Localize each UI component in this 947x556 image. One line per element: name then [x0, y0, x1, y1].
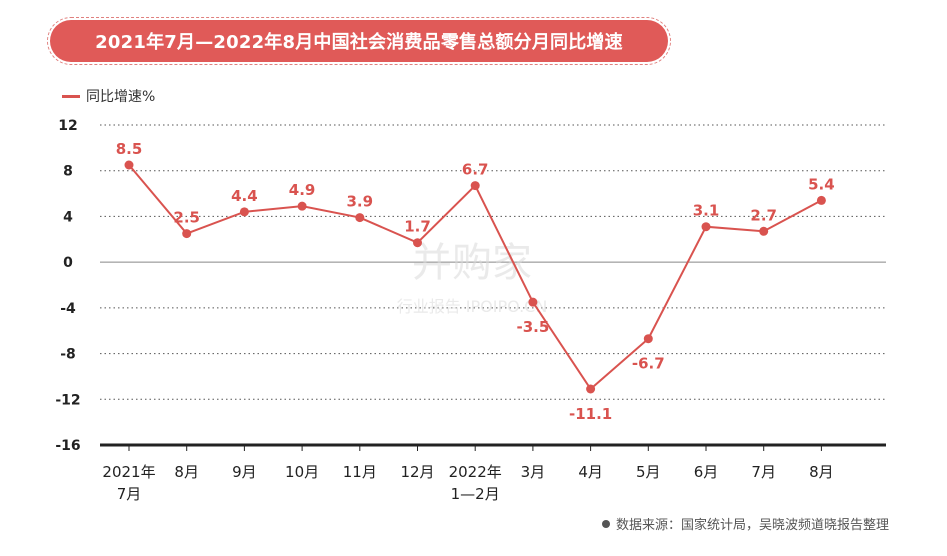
x-tick-label: 7月 — [751, 463, 776, 481]
data-point — [586, 384, 596, 394]
x-tick-label: 12月 — [400, 463, 434, 481]
data-label: 3.9 — [347, 193, 374, 211]
data-label: 8.5 — [116, 140, 143, 158]
y-tick-label: 8 — [63, 164, 73, 180]
data-point — [182, 229, 192, 239]
y-tick-label: 12 — [58, 118, 77, 134]
data-point — [413, 238, 422, 248]
data-label: -3.5 — [516, 318, 549, 336]
y-tick-label: -16 — [55, 438, 80, 454]
data-label: 6.7 — [462, 161, 489, 179]
data-label: 4.9 — [289, 181, 316, 199]
data-point — [239, 207, 249, 217]
x-tick-label: 8月 — [809, 463, 834, 481]
legend: 同比增速% — [62, 86, 155, 106]
y-tick-label: 4 — [63, 209, 73, 225]
bullet-icon — [601, 519, 610, 528]
data-point — [816, 195, 826, 205]
data-point — [643, 334, 653, 344]
legend-line-swatch — [62, 94, 80, 98]
chart-title: 2021年7月—2022年8月中国社会消费品零售总额分月同比增速 — [95, 32, 623, 53]
data-point — [297, 201, 307, 211]
x-tick-label: 8月 — [174, 463, 199, 481]
x-tick-label: 6月 — [694, 463, 719, 481]
x-tick-label: 2022年 — [449, 463, 502, 481]
x-tick-label: 2021年 — [102, 463, 155, 481]
data-label: 5.4 — [808, 175, 835, 193]
data-label: 2.7 — [750, 206, 777, 224]
x-tick-label: 7月 — [117, 485, 142, 503]
data-label: -6.7 — [632, 355, 665, 373]
data-point — [470, 181, 480, 191]
x-tick-label: 11月 — [343, 463, 377, 481]
x-tick-label: 5月 — [636, 463, 661, 481]
x-tick-label: 1—2月 — [451, 485, 500, 503]
y-tick-label: -4 — [60, 301, 76, 317]
y-tick-label: 0 — [63, 255, 73, 271]
y-tick-label: -12 — [55, 392, 80, 408]
data-point — [701, 222, 711, 232]
x-tick-label: 10月 — [285, 463, 319, 481]
chart-title-banner: 2021年7月—2022年8月中国社会消费品零售总额分月同比增速 — [47, 17, 671, 65]
x-tick-label: 9月 — [232, 463, 257, 481]
data-point — [759, 226, 769, 236]
watermark-brand: 并购家 — [412, 240, 532, 286]
data-point — [124, 160, 134, 170]
data-point — [528, 297, 538, 307]
data-label: 4.4 — [231, 187, 258, 205]
data-point — [355, 213, 365, 223]
watermark-subtitle: 行业报告 IPOIPO.CN — [397, 297, 548, 316]
x-tick-label: 3月 — [521, 463, 546, 481]
data-label: 3.1 — [693, 202, 720, 220]
data-label: 2.5 — [173, 209, 200, 227]
data-label: 1.7 — [404, 218, 431, 236]
x-tick-label: 4月 — [578, 463, 603, 481]
y-tick-label: -8 — [60, 347, 76, 363]
legend-label: 同比增速% — [86, 89, 156, 105]
data-label: -11.1 — [569, 405, 612, 423]
source-text: 数据来源：国家统计局，吴晓波频道晓报告整理 — [615, 518, 889, 533]
source-note: 数据来源：国家统计局，吴晓波频道晓报告整理 — [601, 514, 889, 533]
